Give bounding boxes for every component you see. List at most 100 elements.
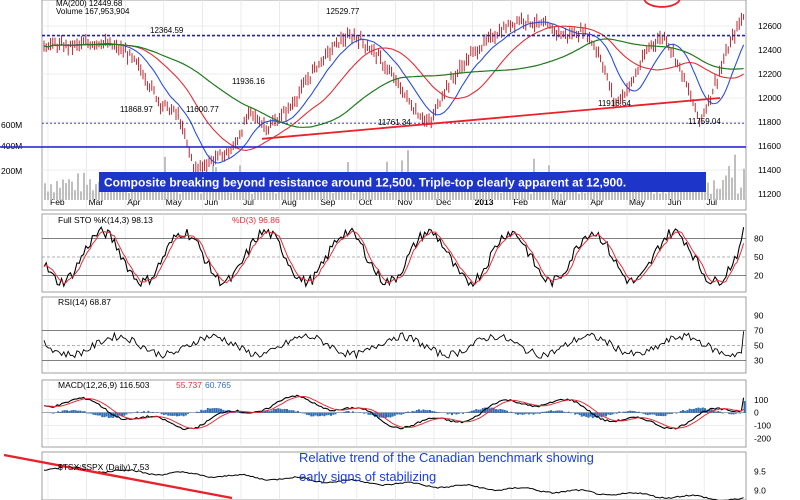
macd-hist-bar: [536, 412, 539, 414]
volume-bar: [413, 186, 415, 200]
macd-y-tick: -100: [754, 421, 771, 431]
macd-hist-bar: [422, 409, 425, 413]
macd-hist-bar: [178, 412, 181, 417]
macd-hist-bar: [143, 411, 145, 413]
volume-bar: [404, 191, 406, 200]
volume-bar: [275, 193, 277, 200]
macd-hist-bar: [525, 412, 528, 414]
volume-bar: [170, 189, 172, 200]
x-tick-label: Jul: [706, 197, 717, 207]
macd-hist-bar: [237, 411, 240, 413]
macd-hist-bar: [624, 411, 627, 413]
price-y-tick: 11600: [758, 141, 781, 151]
macd-hist-bar: [400, 412, 403, 415]
volume-bar: [137, 184, 139, 200]
volume-bar: [542, 184, 544, 200]
macd-hist-bar: [213, 408, 216, 413]
macd-hist-bar: [391, 412, 394, 417]
x-tick-label: Apr: [590, 197, 603, 207]
macd-hist-bar: [77, 410, 79, 413]
macd-hist-bar: [446, 412, 449, 415]
macd-hist-bar: [686, 410, 689, 413]
volume-bar: [602, 191, 604, 200]
macd-hist-bar: [147, 410, 150, 413]
macd-hist-bar: [688, 408, 691, 413]
macd-hist-bar: [63, 410, 66, 413]
volume-bar: [737, 193, 739, 200]
volume-bar: [230, 192, 232, 200]
volume-bar: [332, 192, 334, 200]
macd-hist-bar: [693, 408, 695, 413]
rsi-y-tick: 90: [754, 311, 764, 321]
macd-hist-bar: [497, 409, 500, 413]
volume-bar: [728, 166, 730, 200]
macd-hist-bar: [59, 411, 62, 413]
volume-bar: [272, 189, 274, 200]
macd-hist-bar: [290, 410, 293, 413]
macd-hist-bar: [292, 410, 295, 413]
volume-bar: [200, 193, 202, 200]
volume-bar: [725, 175, 727, 200]
macd-hist-bar: [407, 411, 409, 413]
volume-bar: [431, 192, 433, 200]
volume-bar: [716, 188, 718, 200]
macd-hist-bar: [321, 412, 324, 416]
x-tick-label: Nov: [397, 197, 413, 207]
macd-hist-bar: [74, 410, 77, 413]
macd-hist-bar: [215, 408, 218, 413]
x-tick-label: Dec: [436, 197, 452, 207]
macd-hist-bar: [574, 412, 577, 415]
volume-bar: [719, 188, 721, 200]
volume-bar: [266, 192, 268, 200]
price-y-tick: 12400: [758, 45, 782, 55]
ratio-y-tick: 9.5: [754, 466, 766, 476]
volume-bar: [107, 192, 109, 200]
x-tick-label: Jun: [668, 197, 682, 207]
macd-hist-bar: [510, 411, 513, 413]
macd-hist-bar: [297, 410, 299, 413]
volume-bar: [461, 186, 463, 200]
macd-hist-bar: [635, 411, 638, 413]
macd-hist-bar: [732, 412, 735, 415]
macd-hist-bar: [81, 411, 84, 413]
macd-hist-bar: [675, 412, 678, 414]
volume-bar: [581, 191, 583, 200]
macd-hist-bar: [57, 411, 60, 413]
macd-hist-bar: [305, 412, 308, 415]
macd-hist-bar: [398, 412, 401, 415]
volume-bar: [650, 185, 652, 200]
macd-hist-bar: [323, 412, 326, 417]
volume-bar: [56, 181, 58, 200]
volume-bar: [713, 180, 715, 200]
volume-bar: [314, 184, 316, 200]
macd-hist-bar: [325, 412, 328, 416]
macd-hist-bar: [204, 409, 207, 413]
macd-hist-bar: [578, 412, 581, 416]
macd-hist-bar: [457, 412, 460, 414]
macd-hist-bar: [585, 412, 588, 417]
volume-bar: [254, 184, 256, 200]
macd-hist-bar: [728, 412, 731, 415]
macd-hist-bar: [563, 411, 566, 413]
volume-bar: [185, 192, 187, 200]
volume-bar: [743, 168, 745, 200]
volume-tick: 200M: [1, 166, 22, 176]
macd-hist-bar: [501, 409, 504, 413]
volume-bar: [74, 190, 76, 200]
macd-hist-bar: [105, 412, 108, 417]
price-point-label: 12529.77: [326, 7, 360, 16]
macd-hist-bar: [382, 412, 385, 419]
price-point-label: 11936.16: [232, 77, 265, 86]
macd-hist-bar: [613, 412, 616, 414]
macd-hist-bar: [281, 409, 284, 413]
macd-hist-bar: [195, 411, 198, 413]
volume-bar: [353, 193, 355, 200]
macd-hist-bar: [345, 411, 348, 413]
price-y-tick: 11200: [758, 189, 781, 199]
ratio-panel: 9.0 9.5: [3, 453, 766, 500]
macd-hist-bar: [587, 412, 590, 418]
volume-tick: 400M: [1, 141, 22, 151]
macd-hist-bar: [541, 411, 544, 413]
macd-hist-bar: [363, 412, 365, 414]
